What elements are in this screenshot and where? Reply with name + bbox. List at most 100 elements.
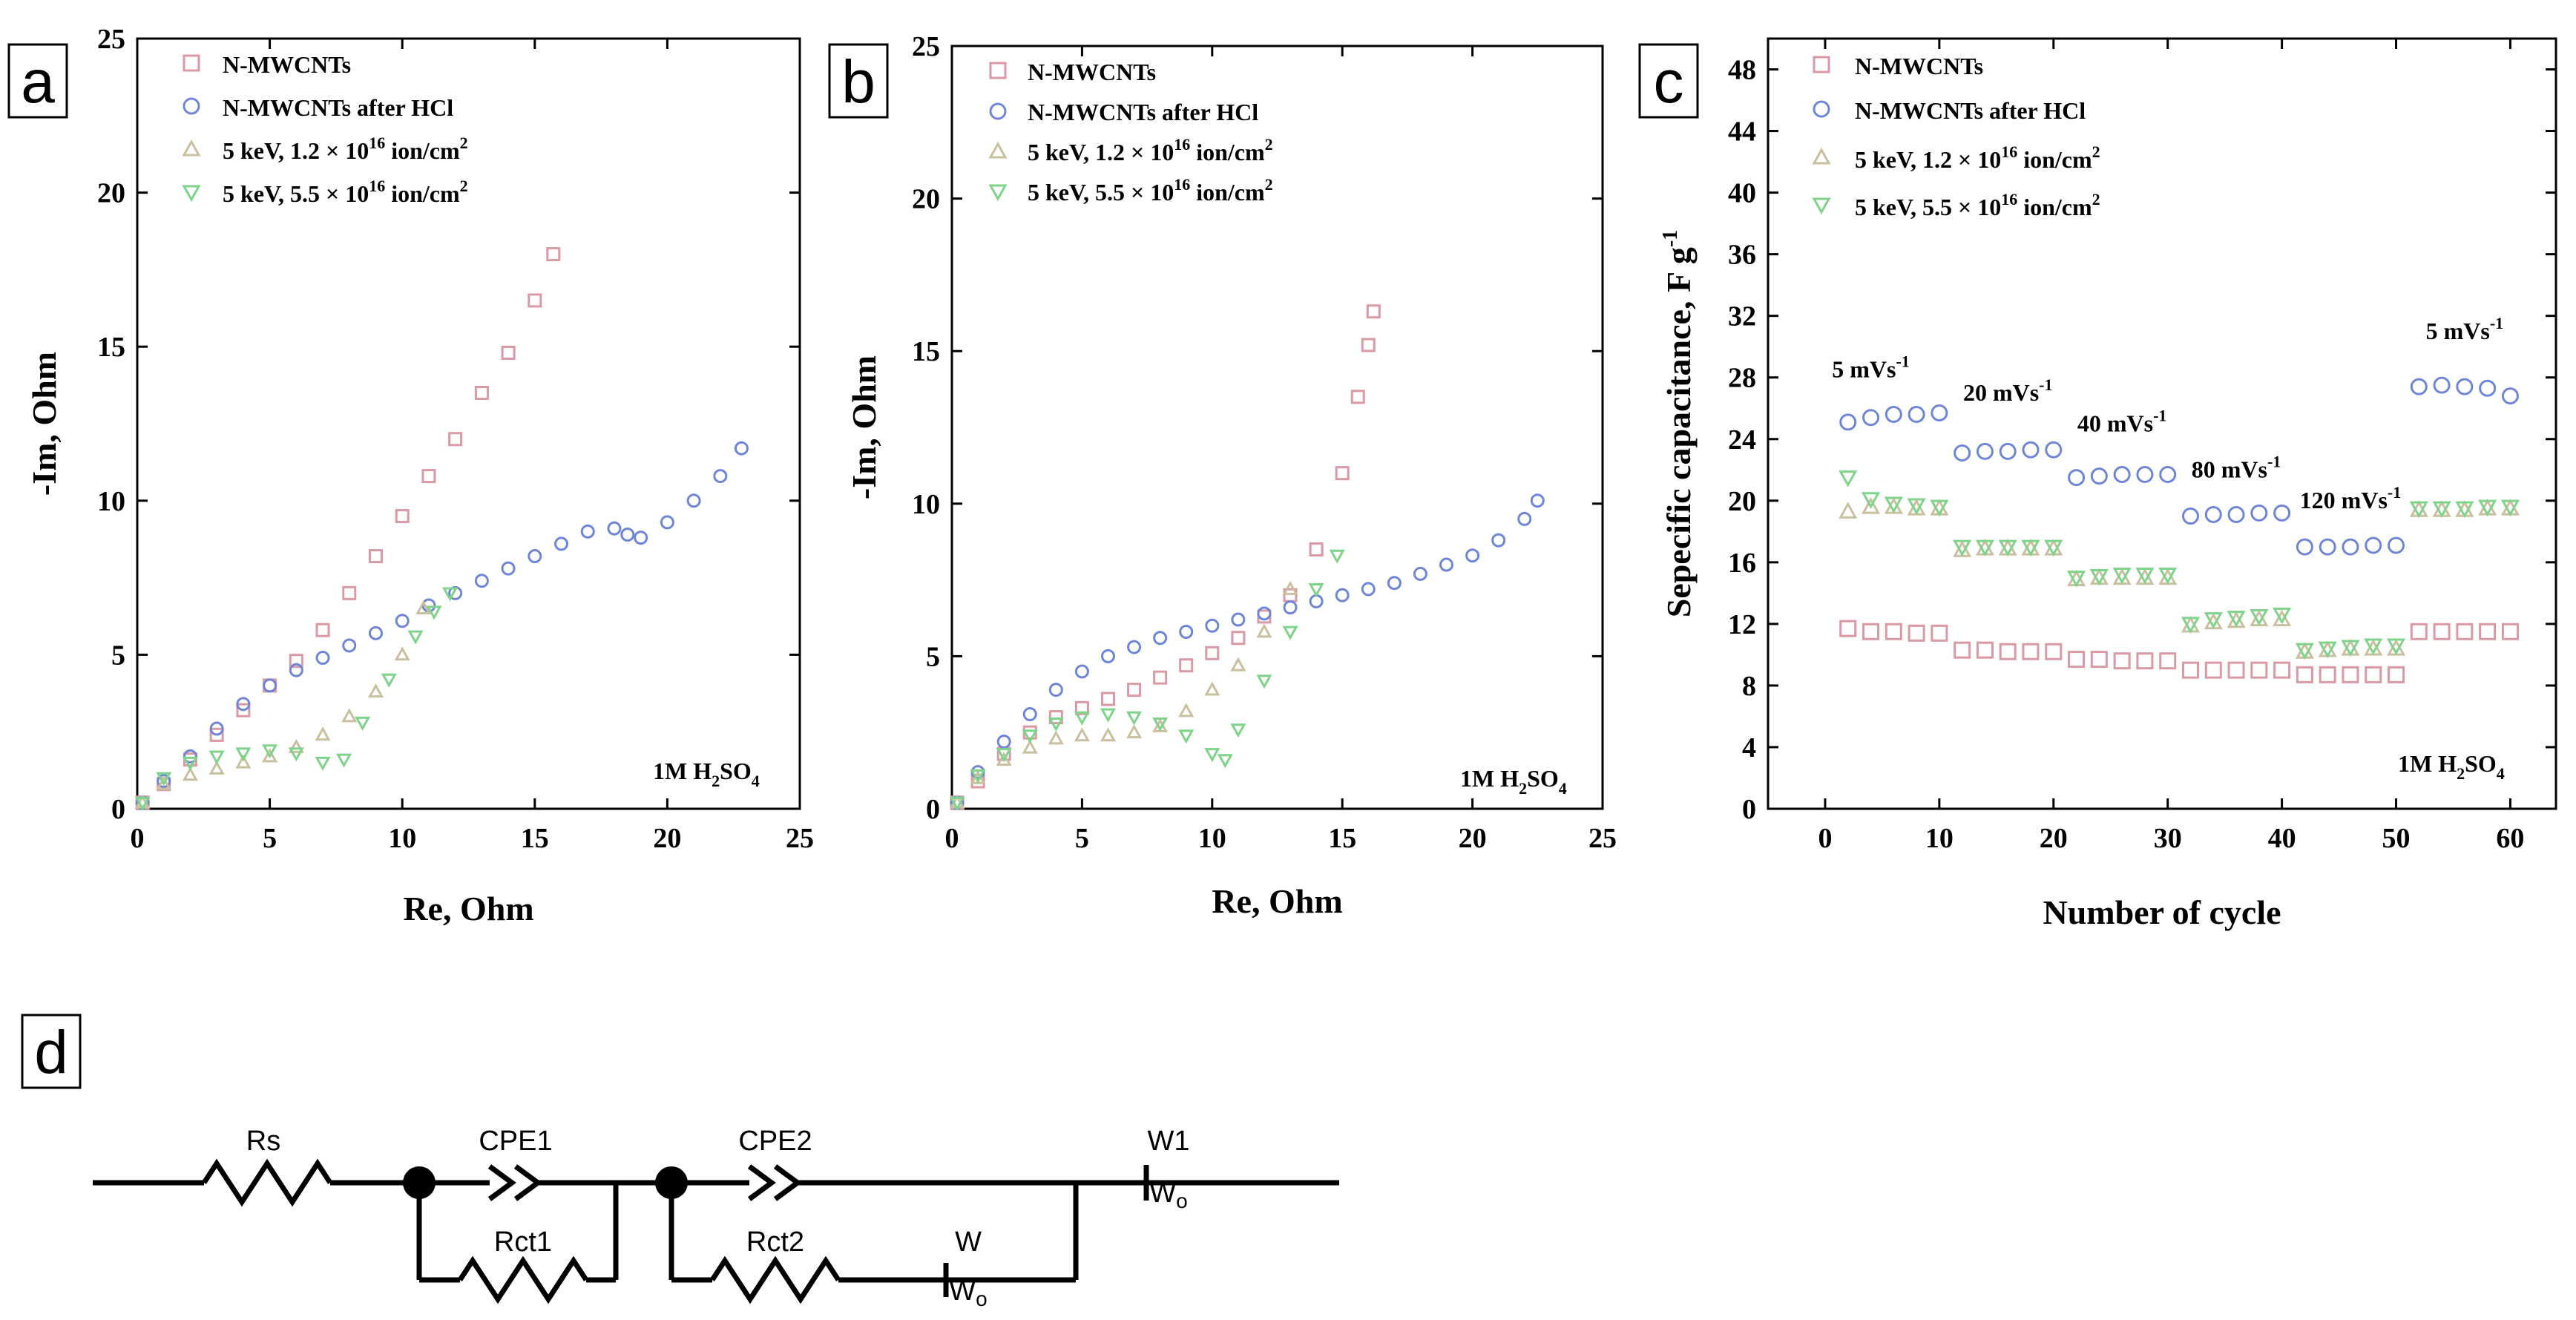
x-tick-label: 5 — [1075, 823, 1089, 854]
rate-label: 80 mVs-1 — [2192, 453, 2281, 483]
plot-frame — [136, 37, 801, 810]
data-point — [2295, 643, 2314, 660]
y-tick-label: 5 — [111, 640, 125, 671]
rate-label: 5 mVs-1 — [1832, 352, 1910, 383]
data-point — [1839, 502, 1858, 519]
data-point — [1256, 674, 1272, 689]
data-point — [2455, 501, 2474, 519]
y-tick-label: 0 — [111, 794, 125, 825]
x-axis-title: Re, Ohm — [1212, 882, 1342, 920]
data-point — [2250, 504, 2268, 522]
data-point — [1126, 724, 1143, 739]
data-point — [1048, 717, 1064, 732]
data-point — [1022, 707, 1037, 722]
legend-label: N-MWCNTs — [223, 51, 351, 78]
legend-item-hcl: N-MWCNTs after HCl — [223, 94, 453, 121]
data-point — [448, 585, 463, 600]
data-point — [1048, 710, 1063, 725]
data-point — [209, 727, 224, 742]
data-point — [1908, 624, 1925, 642]
y-tick-label: 15 — [97, 332, 125, 363]
data-point — [289, 663, 303, 677]
series-square — [1839, 620, 2519, 683]
data-point — [262, 748, 278, 763]
x-tick-label: 25 — [786, 823, 814, 854]
series-circle — [1839, 376, 2519, 556]
data-point — [407, 630, 424, 645]
legend-marker — [183, 54, 200, 72]
y-tick-label: 4 — [1742, 732, 1756, 764]
data-point — [2204, 612, 2223, 629]
data-point — [1282, 625, 1298, 640]
data-point — [2478, 499, 2497, 517]
data-point — [1329, 549, 1345, 564]
x-tick-label: 50 — [2382, 823, 2411, 854]
data-point — [288, 738, 304, 753]
cpe2-symbol — [747, 1164, 776, 1201]
data-point — [634, 531, 648, 545]
data-point — [2409, 501, 2428, 519]
legend-label: N-MWCNTs — [1855, 53, 1983, 79]
data-point — [620, 527, 635, 542]
data-point — [1282, 580, 1298, 595]
data-point — [315, 623, 330, 637]
data-point — [996, 752, 1012, 766]
data-point — [156, 775, 172, 790]
data-point — [1204, 748, 1220, 763]
series-triangle-up — [134, 600, 432, 809]
data-point — [1231, 612, 1246, 627]
svg-text:5 keV, 1.2 × 1016 ion/cm2: 5 keV, 1.2 × 1016 ion/cm2 — [1028, 135, 1273, 165]
legend-label: 5 keV, 1.2 × 10 — [1028, 139, 1174, 165]
cpe1-symbol — [487, 1164, 516, 1201]
data-point — [381, 673, 397, 688]
data-point — [1862, 409, 1880, 427]
data-point — [183, 749, 197, 764]
x-tick-label: 5 — [263, 823, 277, 854]
data-point — [2181, 661, 2199, 679]
svg-text:5 keV, 1.2 × 1016 ion/cm2: 5 keV, 1.2 × 1016 ion/cm2 — [1855, 142, 2100, 173]
resistor-rct2 — [710, 1255, 841, 1304]
data-point — [263, 678, 277, 693]
data-point — [2365, 536, 2382, 554]
data-point — [395, 509, 410, 524]
data-point — [2296, 538, 2313, 556]
data-point — [1179, 625, 1194, 640]
cpe1-symbol — [513, 1164, 542, 1201]
series-square — [950, 304, 1381, 810]
data-point — [2227, 611, 2246, 628]
data-point — [528, 549, 542, 564]
x-tick-label: 15 — [1328, 823, 1356, 854]
y-tick-label: 25 — [97, 24, 125, 55]
series-triangle-down — [134, 587, 459, 811]
data-point — [2045, 441, 2063, 459]
label-wo1: Wo — [1149, 1178, 1187, 1212]
data-point — [1217, 754, 1233, 769]
data-point — [1231, 631, 1246, 646]
data-point — [1127, 683, 1142, 697]
data-point — [660, 515, 674, 530]
data-point — [1366, 304, 1381, 319]
cpe2-symbol — [773, 1164, 802, 1201]
series-triangle-down — [949, 549, 1345, 811]
data-point — [1361, 582, 1376, 597]
legend-marker — [1812, 147, 1831, 165]
data-point — [2388, 536, 2405, 554]
data-point — [208, 760, 225, 775]
y-tick-label: 24 — [1728, 424, 1756, 456]
y-tick-label: 20 — [912, 184, 940, 215]
legend-marker — [1812, 197, 1831, 215]
junction-node — [403, 1166, 436, 1199]
legend-label: 5 keV, 1.2 × 10 — [1855, 146, 2001, 173]
rate-label: 120 mVs-1 — [2300, 483, 2402, 513]
data-point — [315, 651, 330, 666]
data-point — [2342, 538, 2359, 556]
data-point — [2479, 623, 2497, 640]
data-point — [1074, 700, 1089, 715]
legend: N-MWCNTs N-MWCNTs after HCl 5 keV, 1.2 ×… — [223, 51, 468, 207]
data-point — [262, 744, 278, 759]
junction-node — [655, 1166, 688, 1199]
plot-frame — [1767, 37, 2557, 810]
data-point — [1998, 539, 2017, 557]
legend-marker — [182, 185, 201, 203]
electrolyte-annotation: 1M H2SO4 — [2398, 750, 2505, 783]
